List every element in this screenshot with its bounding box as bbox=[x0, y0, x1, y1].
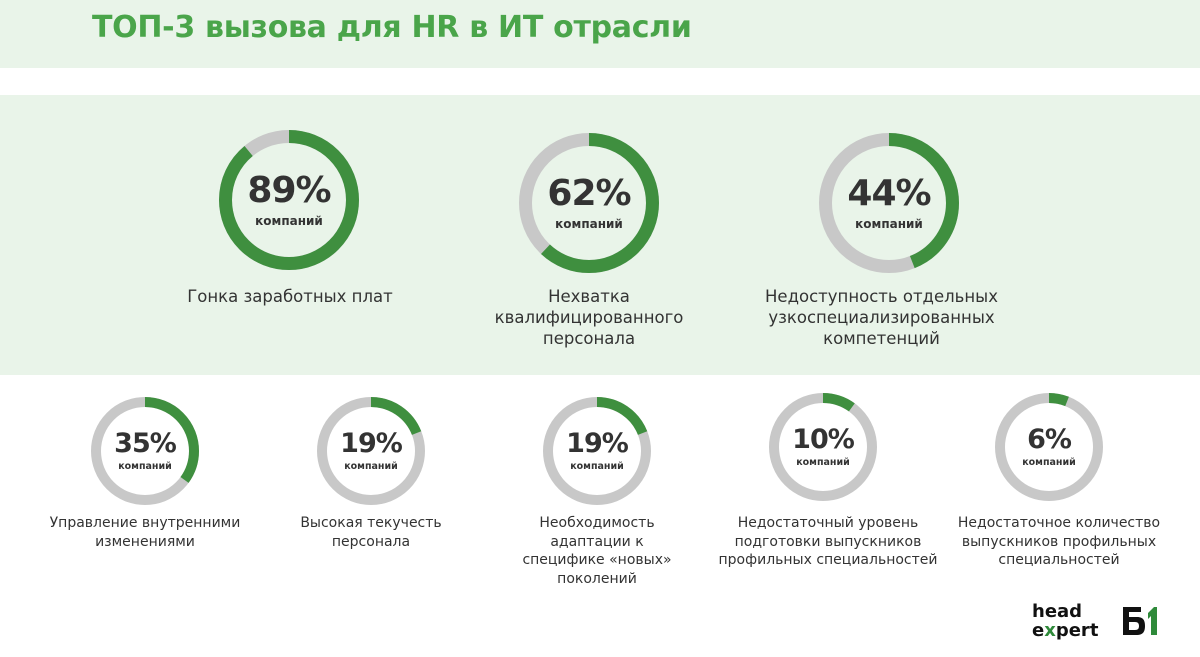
donut-5-unit: компаний bbox=[344, 461, 398, 473]
donut-6-unit: компаний bbox=[570, 461, 624, 473]
donut-8-value: 6% bbox=[1027, 424, 1072, 456]
page-title: ТОП-3 вызова для HR в ИТ отрасли bbox=[92, 10, 692, 45]
logo-x: x bbox=[1044, 620, 1056, 641]
donut-value-arc bbox=[519, 133, 659, 273]
donut-7-unit: компаний bbox=[796, 457, 850, 469]
b1-logo-icon bbox=[1123, 607, 1157, 635]
donut-4-unit: компаний bbox=[118, 461, 172, 473]
donut-value-arc bbox=[543, 397, 651, 505]
logo-line-2: expert bbox=[1032, 621, 1098, 640]
logo-e: e bbox=[1032, 620, 1045, 641]
caption-6: Необходимость адаптации к специфике «нов… bbox=[522, 515, 672, 587]
donut-8-unit: компаний bbox=[1022, 457, 1076, 469]
caption-3: Недоступность отдельных узкоспециализиро… bbox=[765, 287, 998, 348]
donut-2-value: 62% bbox=[547, 173, 631, 214]
caption-5: Высокая текучесть персонала bbox=[300, 515, 442, 550]
title-band bbox=[0, 0, 1200, 68]
donut-value-arc bbox=[819, 133, 959, 273]
donut-ring bbox=[317, 397, 425, 505]
caption-7: Недостаточный уровень подготовки выпускн… bbox=[718, 515, 938, 568]
donut-chart-8: 6% компаний bbox=[995, 393, 1103, 501]
donut-ring bbox=[519, 133, 659, 273]
donut-chart-4: 35% компаний bbox=[91, 397, 199, 505]
donut-3-unit: компаний bbox=[855, 217, 923, 231]
donut-3-value: 44% bbox=[847, 173, 931, 214]
donut-ring bbox=[995, 393, 1103, 501]
caption-8: Недостаточное количество выпускников про… bbox=[957, 515, 1161, 568]
donut-chart-5: 19% компаний bbox=[317, 397, 425, 505]
donut-ring bbox=[91, 397, 199, 505]
caption-1: Гонка заработных плат bbox=[187, 287, 393, 306]
donut-ring bbox=[219, 130, 359, 270]
donut-value-arc bbox=[317, 397, 425, 505]
donut-value-arc bbox=[91, 397, 199, 505]
donut-6-value: 19% bbox=[566, 428, 629, 460]
logo-line-1: head bbox=[1032, 601, 1083, 622]
donut-chart-1: 89% компаний bbox=[219, 130, 359, 270]
donut-1-value: 89% bbox=[247, 170, 331, 211]
headexpert-logo: head expert bbox=[1032, 602, 1098, 640]
donut-ring bbox=[819, 133, 959, 273]
donut-value-arc bbox=[995, 393, 1103, 501]
logo-pert: pert bbox=[1055, 620, 1099, 641]
donut-5-value: 19% bbox=[340, 428, 403, 460]
donut-chart-2: 62% компаний bbox=[519, 133, 659, 273]
donut-value-arc bbox=[769, 393, 877, 501]
caption-4: Управление внутренними изменениями bbox=[49, 515, 241, 550]
donut-value-arc bbox=[219, 130, 359, 270]
donut-7-value: 10% bbox=[792, 424, 855, 456]
donut-chart-3: 44% компаний bbox=[819, 133, 959, 273]
donut-1-unit: компаний bbox=[255, 214, 323, 228]
donut-ring bbox=[543, 397, 651, 505]
donut-2-unit: компаний bbox=[555, 217, 623, 231]
donut-chart-7: 10% компаний bbox=[769, 393, 877, 501]
donut-chart-6: 19% компаний bbox=[543, 397, 651, 505]
donut-ring bbox=[769, 393, 877, 501]
donut-4-value: 35% bbox=[114, 428, 177, 460]
caption-2: Нехватка квалифицированного персонала bbox=[494, 287, 684, 348]
